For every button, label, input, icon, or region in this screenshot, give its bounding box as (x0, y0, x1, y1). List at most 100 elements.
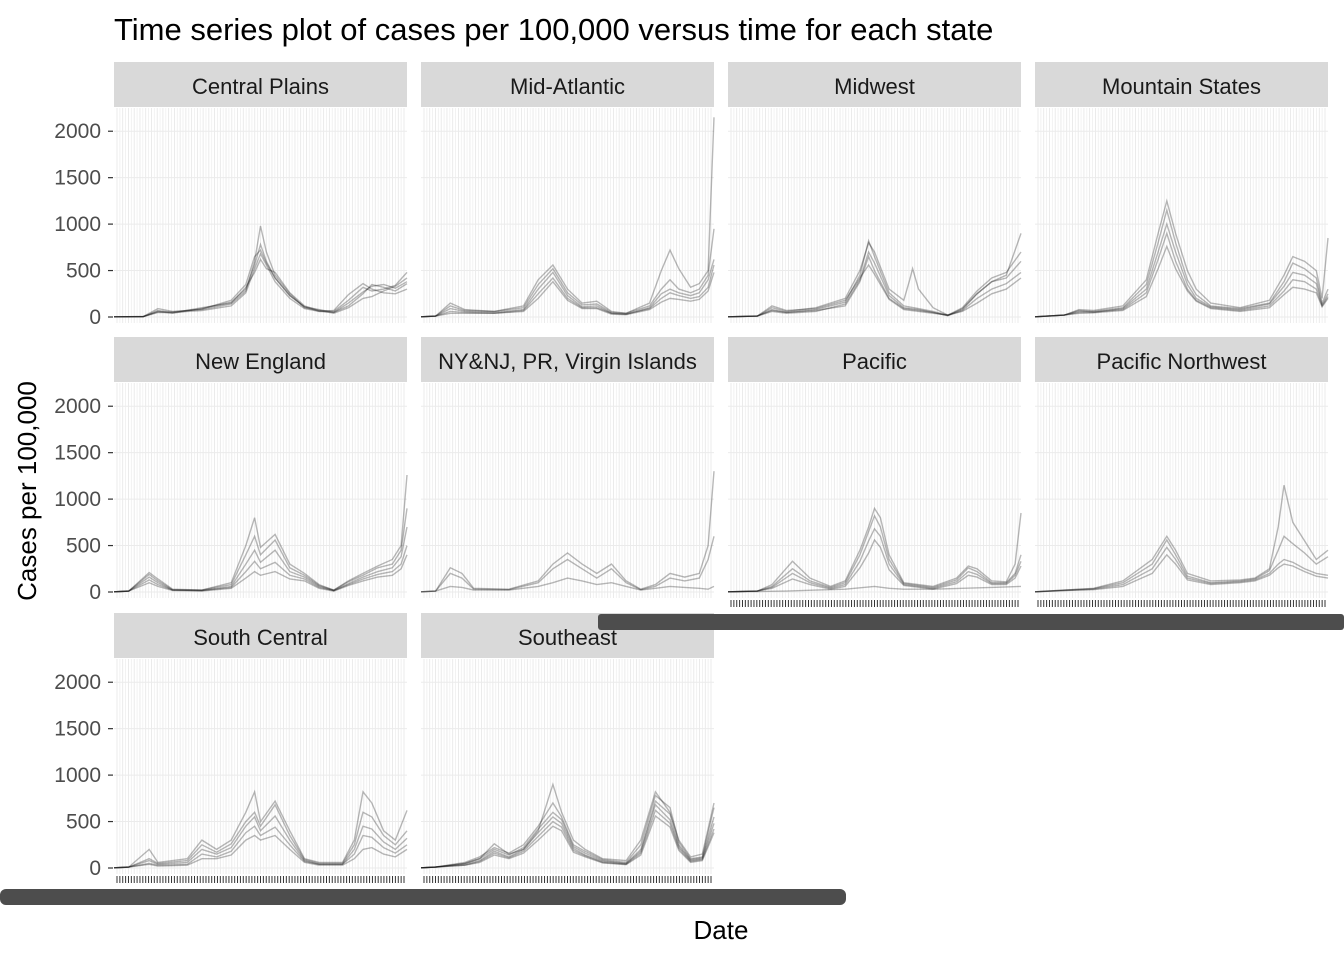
y-tick-label: 500 (66, 260, 101, 283)
panel-gridlines (1035, 108, 1328, 323)
series-line-1 (420, 471, 715, 593)
y-tick-label: 1500 (54, 718, 101, 741)
series-line-1 (1034, 198, 1329, 318)
series-line-4 (1034, 553, 1329, 593)
series-line-2 (727, 514, 1022, 593)
panel-strip (1035, 337, 1328, 382)
panel-gridlines (421, 659, 714, 874)
panel-new-england: New England 0 500 1000 1500 2000 (54, 337, 408, 604)
series-line-4 (420, 803, 715, 869)
panel-strip (728, 62, 1021, 107)
panel-southeast: Southeast (420, 613, 715, 883)
series-line-2 (1034, 535, 1329, 593)
series-line-2 (727, 238, 1022, 318)
panel-gridlines (114, 659, 407, 874)
y-tick-label: 2000 (54, 395, 101, 418)
series-line-1 (113, 242, 408, 318)
panel-gridlines (1035, 383, 1328, 598)
panel-strip-label: Mid-Atlantic (510, 74, 625, 99)
series-line-1 (727, 506, 1022, 593)
series-line-5 (420, 809, 715, 869)
panel-central-plains: Central Plains 0 500 1000 1500 2000 (54, 62, 408, 329)
series-line-1 (420, 782, 715, 869)
series-line-2 (113, 508, 408, 593)
series-line-3 (1034, 546, 1329, 593)
series-line-4 (727, 538, 1022, 593)
series-line-2 (420, 228, 715, 318)
series-line-1 (1034, 485, 1329, 593)
y-tick-label: 0 (89, 306, 101, 329)
series-line-6 (420, 814, 715, 869)
panel-pacific: Pacific (727, 337, 1022, 607)
series-line-3 (727, 527, 1022, 593)
y-tick-label: 1000 (54, 488, 101, 511)
series-line-3 (420, 799, 715, 869)
panel-strip-label: Midwest (834, 74, 915, 99)
chart-title: Time series plot of cases per 100,000 ve… (114, 12, 993, 47)
y-axis-label: Cases per 100,000 (12, 381, 42, 601)
panel-mid-atlantic: Mid-Atlantic (420, 62, 715, 323)
y-tick-label: 500 (66, 535, 101, 558)
x-axis-ticks (116, 876, 405, 883)
panel-gridlines (728, 108, 1021, 323)
series-line-5 (1034, 244, 1329, 318)
panel-gridlines (421, 383, 714, 598)
y-tick-label: 1500 (54, 167, 101, 190)
series-line-5 (113, 554, 408, 593)
series-line-2 (420, 536, 715, 593)
panel-gridlines (114, 383, 407, 598)
series-line-5 (113, 834, 408, 869)
panel-strip (114, 337, 407, 382)
x-axis-ticks (730, 600, 1019, 607)
y-tick-label: 0 (89, 857, 101, 880)
panel-strip (114, 62, 407, 107)
facet-panels: Central Plains 0 500 1000 1500 2000 Mid-Atlant… (0, 62, 1344, 905)
panel-gridlines (114, 108, 407, 323)
panel-strip-label: NY&NJ, PR, Virgin Islands (438, 349, 697, 374)
panel-strip (421, 337, 714, 382)
series-line-1 (113, 474, 408, 593)
series-line-4 (420, 264, 715, 318)
series-line-3 (113, 526, 408, 593)
series-line-4 (1034, 231, 1329, 318)
series-line-2 (113, 225, 408, 318)
series-line-2 (113, 803, 408, 869)
series-line-3 (420, 577, 715, 593)
y-tick-label: 1000 (54, 764, 101, 787)
series-line-4 (113, 257, 408, 318)
panel-strip-label: Pacific Northwest (1097, 349, 1267, 374)
series-line-5 (727, 585, 1022, 593)
series-line-1 (420, 117, 715, 318)
panel-strip-label: Mountain States (1102, 74, 1261, 99)
panel-strip (421, 62, 714, 107)
x-tick-labels-overlap (598, 614, 1344, 630)
x-axis-ticks (423, 876, 712, 883)
series-line-2 (420, 794, 715, 869)
series-line-1 (727, 233, 1022, 318)
panel-south-central: South Central 0 500 1000 1500 2000 (54, 613, 408, 883)
series-line-5 (113, 248, 408, 318)
series-line-3 (113, 814, 408, 869)
x-tick-labels-overlap (0, 889, 846, 905)
y-tick-label: 500 (66, 811, 101, 834)
series-line-3 (727, 250, 1022, 318)
y-tick-label: 2000 (54, 671, 101, 694)
series-line-4 (113, 545, 408, 593)
panel-strip (728, 337, 1021, 382)
series-line-5 (420, 272, 715, 318)
series-line-5 (727, 263, 1022, 318)
y-tick-label: 1000 (54, 213, 101, 236)
y-tick-label: 1500 (54, 442, 101, 465)
panel-pacific-northwest: Pacific Northwest (1034, 337, 1329, 607)
y-tick-label: 2000 (54, 120, 101, 143)
x-axis-ticks (1037, 600, 1326, 607)
panel-gridlines (728, 383, 1021, 598)
y-tick-label: 0 (89, 581, 101, 604)
series-line-3 (1034, 221, 1329, 318)
panel-ny-nj-pr-virgin-islands: NY&NJ, PR, Virgin Islands (420, 337, 715, 598)
series-line-1 (113, 789, 408, 869)
panel-gridlines (421, 108, 714, 323)
series-line-4 (113, 825, 408, 869)
